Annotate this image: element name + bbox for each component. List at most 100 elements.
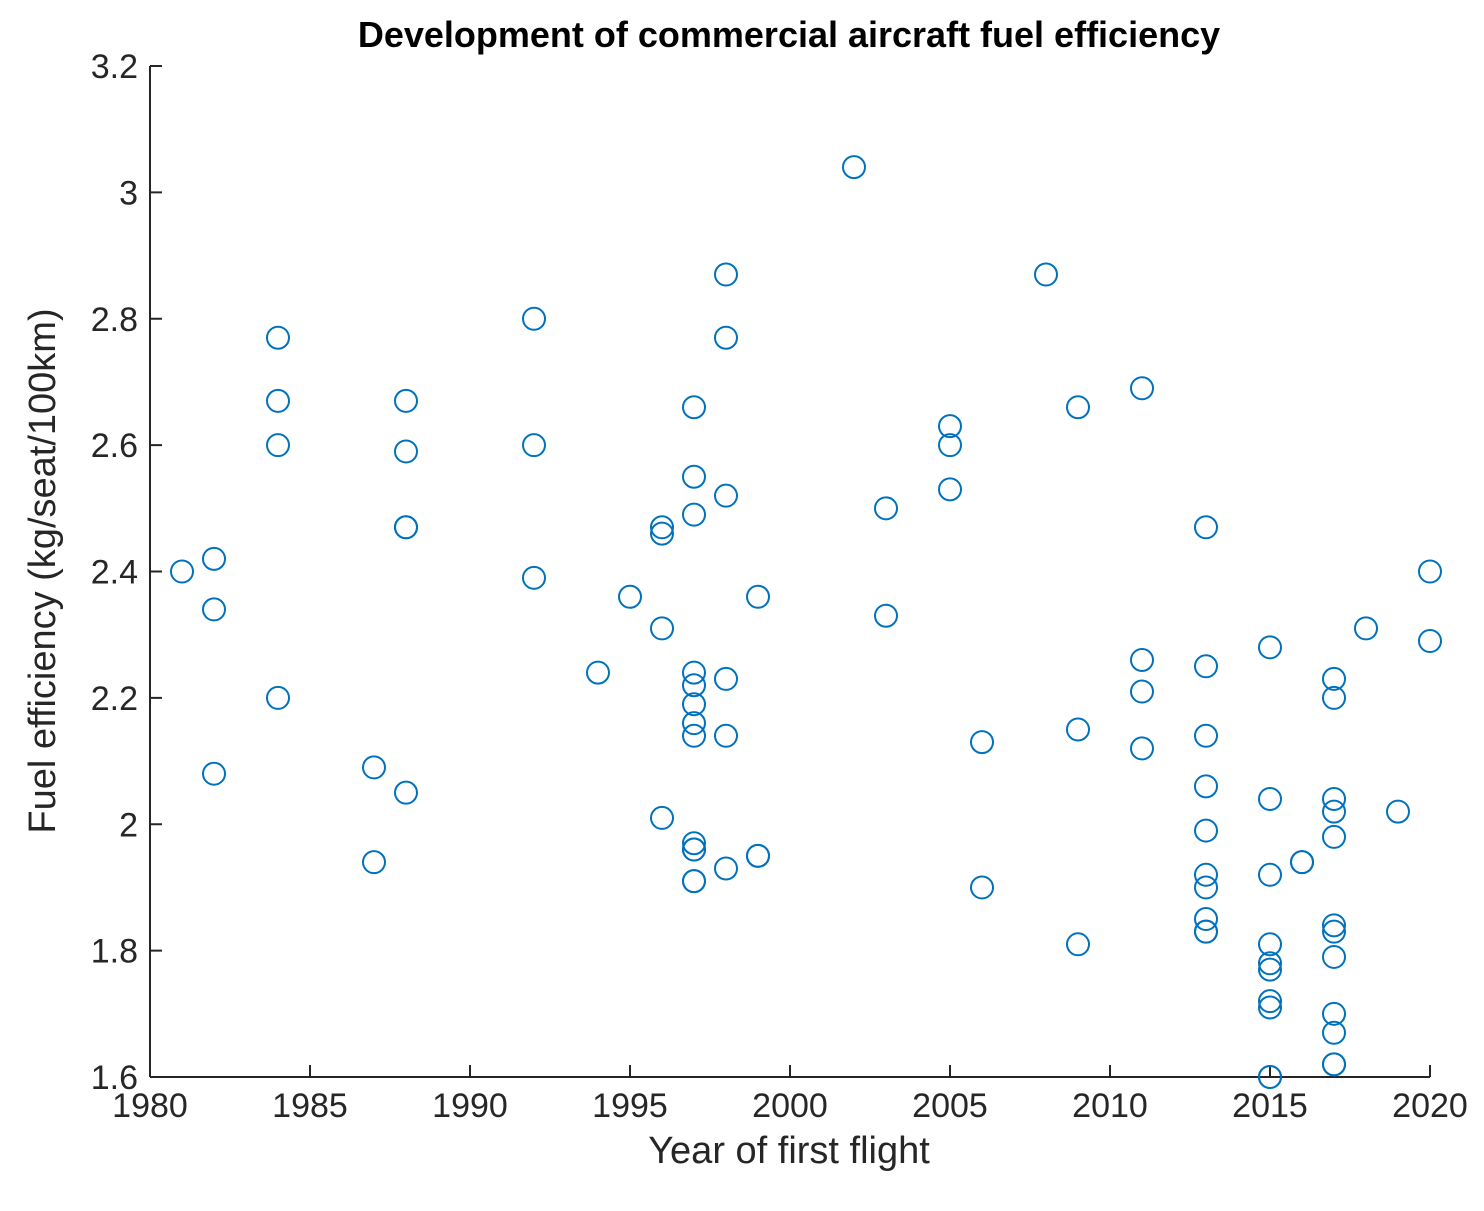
- data-point: [1066, 932, 1090, 957]
- data-point: [1066, 717, 1090, 742]
- x-tick-label: 2005: [912, 1087, 988, 1125]
- y-tick-label: 1.8: [91, 933, 138, 971]
- data-point: [682, 692, 706, 717]
- data-point: [746, 843, 770, 868]
- data-point: [1258, 932, 1282, 957]
- data-point: [1194, 907, 1218, 932]
- y-tick-label: 2: [119, 806, 138, 844]
- data-point: [202, 546, 226, 571]
- data-point: [1194, 723, 1218, 748]
- data-point: [650, 515, 674, 540]
- data-point: [970, 730, 994, 755]
- data-point: [874, 603, 898, 628]
- data-point: [1322, 913, 1346, 938]
- data-point: [1418, 559, 1442, 584]
- data-point: [394, 439, 418, 464]
- data-point: [1194, 654, 1218, 679]
- data-point: [874, 496, 898, 521]
- data-point: [1130, 376, 1154, 401]
- data-point: [1194, 515, 1218, 540]
- data-point: [1322, 919, 1346, 944]
- data-point: [682, 869, 706, 894]
- x-tick-label: 2000: [752, 1087, 828, 1125]
- x-ticks: 1980 1985 1990 1995 2000 2005 2010 2015 2020: [112, 1065, 1468, 1125]
- data-point: [1386, 799, 1410, 824]
- data-points: [170, 155, 1442, 1089]
- data-point: [714, 325, 738, 350]
- x-axis-label: Year of first flight: [648, 1130, 930, 1172]
- data-point: [1322, 666, 1346, 691]
- data-point: [1194, 919, 1218, 944]
- data-point: [1194, 774, 1218, 799]
- data-point: [682, 464, 706, 489]
- data-point: [1322, 799, 1346, 824]
- data-point: [1130, 647, 1154, 672]
- data-point: [1066, 395, 1090, 420]
- data-point: [1194, 862, 1218, 887]
- data-point: [682, 831, 706, 856]
- data-point: [682, 660, 706, 685]
- y-ticks: 1.6 1.8 2 2.2 2.4 2.6 2.8 3 3.2: [91, 48, 162, 1097]
- data-point: [1322, 1052, 1346, 1077]
- data-point: [1258, 995, 1282, 1020]
- data-point: [1322, 1020, 1346, 1045]
- data-point: [522, 433, 546, 458]
- data-point: [1258, 989, 1282, 1014]
- x-tick-label: 2015: [1232, 1087, 1308, 1125]
- data-point: [522, 565, 546, 590]
- data-point: [682, 723, 706, 748]
- data-point: [938, 477, 962, 502]
- data-point: [1418, 629, 1442, 654]
- data-point: [1130, 679, 1154, 704]
- y-axis-label: Fuel efficiency (kg/seat/100km): [22, 308, 64, 833]
- data-point: [522, 306, 546, 331]
- data-point: [714, 262, 738, 287]
- data-point: [1258, 635, 1282, 660]
- data-point: [1322, 824, 1346, 849]
- data-point: [362, 850, 386, 875]
- data-point: [1130, 736, 1154, 761]
- data-point: [650, 521, 674, 546]
- data-point: [1290, 850, 1314, 875]
- data-point: [586, 660, 610, 685]
- data-point: [714, 856, 738, 881]
- data-point: [1322, 944, 1346, 969]
- data-point: [618, 584, 642, 609]
- data-point: [394, 515, 418, 540]
- data-point: [650, 805, 674, 830]
- data-point: [1258, 951, 1282, 976]
- y-tick-label: 2.8: [91, 301, 138, 339]
- data-point: [1258, 786, 1282, 811]
- x-tick-label: 2020: [1392, 1087, 1468, 1125]
- x-tick-label: 1980: [112, 1087, 188, 1125]
- data-point: [362, 755, 386, 780]
- data-point: [266, 388, 290, 413]
- x-tick-label: 1990: [432, 1087, 508, 1125]
- data-point: [714, 666, 738, 691]
- data-point: [1354, 616, 1378, 641]
- data-point: [1194, 875, 1218, 900]
- data-point: [170, 559, 194, 584]
- data-point: [1194, 818, 1218, 843]
- data-point: [714, 723, 738, 748]
- x-tick-label: 1985: [272, 1087, 348, 1125]
- y-tick-label: 1.6: [91, 1059, 138, 1097]
- y-tick-label: 2.4: [91, 554, 138, 592]
- data-point: [1322, 786, 1346, 811]
- data-point: [1322, 1001, 1346, 1026]
- data-point: [394, 388, 418, 413]
- data-point: [970, 875, 994, 900]
- data-point: [1322, 685, 1346, 710]
- data-point: [682, 711, 706, 736]
- data-point: [938, 433, 962, 458]
- x-tick-label: 2010: [1072, 1087, 1148, 1125]
- data-point: [682, 837, 706, 862]
- data-point: [1258, 957, 1282, 982]
- data-point: [842, 155, 866, 180]
- data-point: [202, 597, 226, 622]
- data-point: [714, 483, 738, 508]
- data-point: [746, 584, 770, 609]
- data-point: [266, 685, 290, 710]
- data-point: [682, 502, 706, 527]
